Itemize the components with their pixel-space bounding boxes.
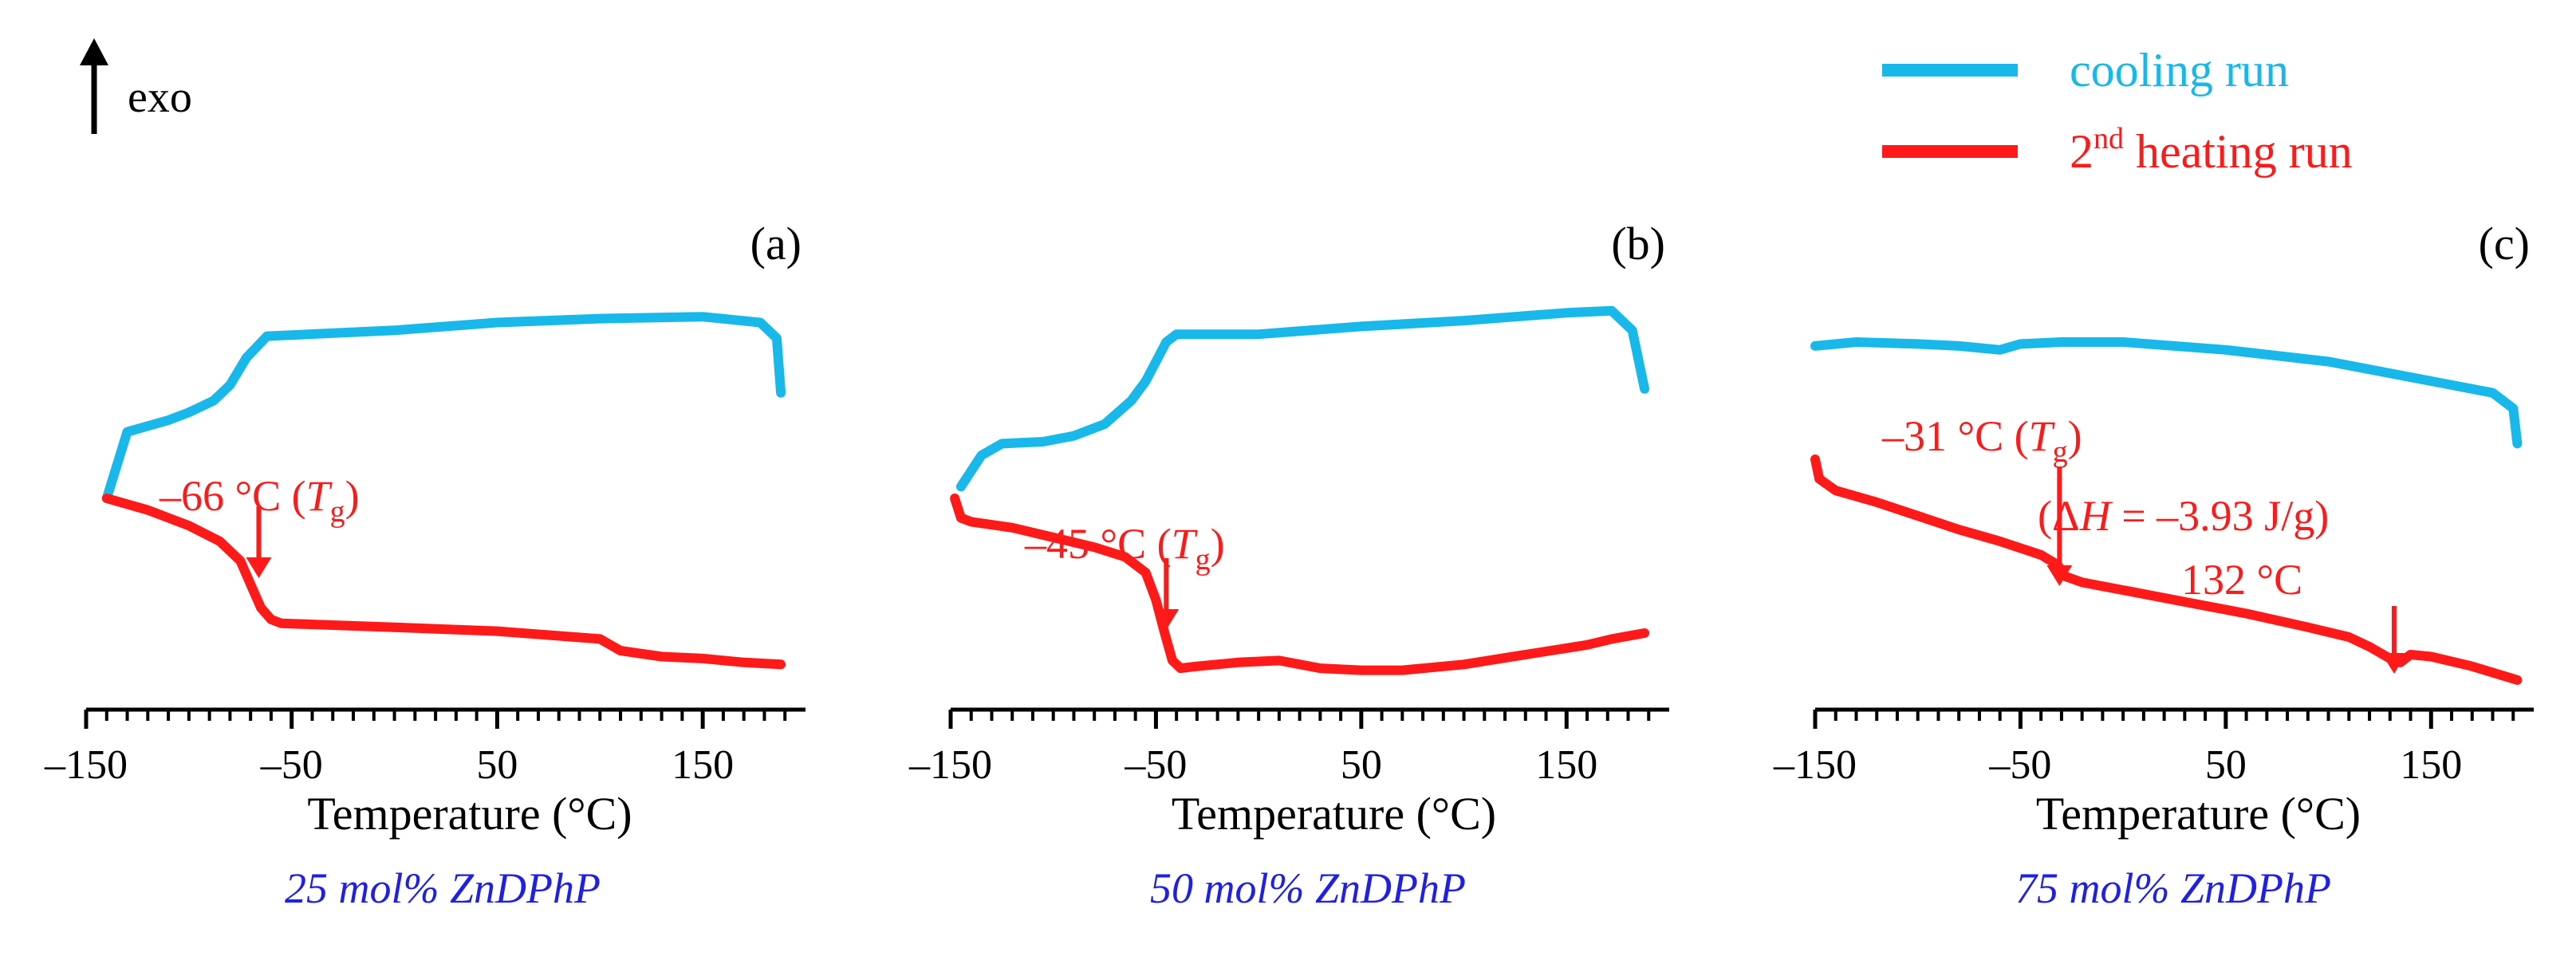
x-tick-label: 50 <box>476 742 518 788</box>
x-tick-label: –150 <box>1773 742 1857 788</box>
tg-annotation: –31 °C (Tg) <box>1881 412 2082 469</box>
panel-c: (c) –150 –50 50 150 Temperature (°C) 75 mol% Z… <box>1773 218 2534 912</box>
heating-run-line <box>1810 454 2523 685</box>
legend-label-cooling: cooling run <box>2070 44 2289 96</box>
x-axis-title: Temperature (°C) <box>307 788 632 840</box>
x-axis-title: Temperature (°C) <box>1172 788 1496 840</box>
legend: cooling run 2nd heating run <box>1882 44 2353 178</box>
x-tick-label: 150 <box>672 742 734 788</box>
annotation-arrowhead-icon <box>2046 565 2073 586</box>
x-tick-label: –150 <box>908 742 992 788</box>
heating-run-line <box>101 494 786 670</box>
cooling-run-line <box>955 305 1650 492</box>
tg-annotation: –66 °C (Tg) <box>159 472 360 529</box>
x-tick-label: –50 <box>260 742 323 788</box>
panel-a: (a) –150 –50 50 150 Temperature (°C) 25 mol% Z… <box>44 218 805 912</box>
cooling-run-line <box>101 312 786 503</box>
sample-caption: 25 mol% ZnDPhP <box>285 864 601 912</box>
tg-annotation: –45 °C (Tg) <box>1024 520 1225 576</box>
x-tick-label: –50 <box>1124 742 1187 788</box>
x-tick-label: 150 <box>2400 742 2462 788</box>
sample-caption: 75 mol% ZnDPhP <box>2015 864 2331 912</box>
peak-annotation: 132 °C <box>2181 556 2302 604</box>
panel-label: (a) <box>750 218 802 270</box>
x-axis-title: Temperature (°C) <box>2036 788 2361 840</box>
x-tick-label: 150 <box>1535 742 1597 788</box>
x-tick-label: 50 <box>1341 742 1382 788</box>
x-tick-label: –150 <box>44 742 128 788</box>
enthalpy-annotation: (ΔH = –3.93 J/g) <box>2038 492 2329 540</box>
legend-label-heating: 2nd heating run <box>2070 122 2353 178</box>
annotation-arrowhead-icon <box>2381 653 2407 674</box>
exo-arrowhead-icon <box>80 38 108 65</box>
panel-label: (c) <box>2479 218 2530 270</box>
cooling-run-line <box>1810 337 2523 449</box>
panel-label: (b) <box>1611 218 1665 270</box>
x-tick-label: 50 <box>2205 742 2247 788</box>
exo-label: exo <box>128 73 192 122</box>
annotation-arrowhead-icon <box>1153 609 1180 630</box>
annotation-arrowhead-icon <box>246 557 272 578</box>
x-tick-label: –50 <box>1988 742 2051 788</box>
exo-indicator: exo <box>80 38 192 134</box>
panel-b: (b) –150 –50 50 150 Temperature (°C) 50 mol% Z… <box>908 218 1669 912</box>
heating-run-line <box>950 494 1650 675</box>
sample-caption: 50 mol% ZnDPhP <box>1150 864 1466 912</box>
